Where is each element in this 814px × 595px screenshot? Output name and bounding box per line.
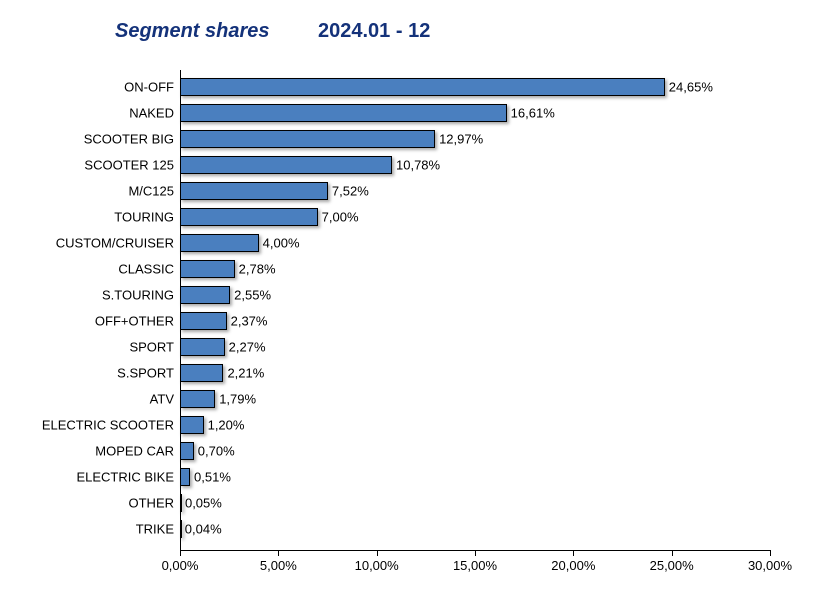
bar (180, 442, 194, 460)
x-tick-label: 10,00% (355, 558, 399, 573)
bar-value-label: 7,52% (328, 184, 369, 199)
x-tick-mark (377, 550, 378, 556)
bar-category-label: TOURING (114, 210, 180, 225)
x-tick-label: 5,00% (260, 558, 297, 573)
bar (180, 104, 507, 122)
x-tick-mark (573, 550, 574, 556)
bar-value-label: 0,05% (181, 496, 222, 511)
bar (180, 468, 190, 486)
bar-category-label: CLASSIC (118, 262, 180, 277)
bar (180, 286, 230, 304)
bar-category-label: SCOOTER BIG (84, 132, 180, 147)
bar-value-label: 2,21% (223, 366, 264, 381)
bar-category-label: OTHER (129, 496, 181, 511)
bar (180, 364, 223, 382)
bar-value-label: 2,78% (235, 262, 276, 277)
chart-title: Segment shares (115, 20, 270, 43)
bar-category-label: ELECTRIC SCOOTER (42, 418, 180, 433)
bar-value-label: 24,65% (665, 80, 713, 95)
bar-category-label: SPORT (129, 340, 180, 355)
bar-category-label: SCOOTER 125 (84, 158, 180, 173)
bar-value-label: 4,00% (259, 236, 300, 251)
x-tick-label: 0,00% (162, 558, 199, 573)
bar-value-label: 2,55% (230, 288, 271, 303)
bar-value-label: 0,51% (190, 470, 231, 485)
bar-category-label: NAKED (129, 106, 180, 121)
x-tick-mark (672, 550, 673, 556)
bar (180, 182, 328, 200)
x-tick-mark (278, 550, 279, 556)
bar-category-label: S.SPORT (117, 366, 180, 381)
bar (180, 234, 259, 252)
bar-value-label: 0,04% (181, 522, 222, 537)
bar-category-label: OFF+OTHER (95, 314, 180, 329)
bar-category-label: CUSTOM/CRUISER (56, 236, 180, 251)
bar-value-label: 12,97% (435, 132, 483, 147)
bar (180, 156, 392, 174)
bar (180, 78, 665, 96)
bar-category-label: ATV (150, 392, 180, 407)
x-tick-mark (180, 550, 181, 556)
bar-value-label: 16,61% (507, 106, 555, 121)
x-tick-mark (475, 550, 476, 556)
bar-value-label: 7,00% (318, 210, 359, 225)
bar (180, 208, 318, 226)
bar-value-label: 2,37% (227, 314, 268, 329)
bar-category-label: ON-OFF (124, 80, 180, 95)
bar (180, 390, 215, 408)
segment-shares-chart: ON-OFF24,65%NAKED16,61%SCOOTER BIG12,97%… (180, 70, 770, 540)
x-tick-label: 15,00% (453, 558, 497, 573)
bar-category-label: S.TOURING (102, 288, 180, 303)
bar-value-label: 0,70% (194, 444, 235, 459)
bar (180, 260, 235, 278)
bar-category-label: ELECTRIC BIKE (76, 470, 180, 485)
bar-category-label: TRIKE (136, 522, 180, 537)
bar-value-label: 1,79% (215, 392, 256, 407)
bar (180, 338, 225, 356)
bar (180, 130, 435, 148)
bar-category-label: MOPED CAR (95, 444, 180, 459)
bar-category-label: M/C125 (128, 184, 180, 199)
y-axis (180, 70, 181, 550)
bar-value-label: 10,78% (392, 158, 440, 173)
x-tick-label: 25,00% (650, 558, 694, 573)
bar-value-label: 2,27% (225, 340, 266, 355)
x-tick-label: 20,00% (551, 558, 595, 573)
x-tick-label: 30,00% (748, 558, 792, 573)
bar (180, 312, 227, 330)
bar-value-label: 1,20% (204, 418, 245, 433)
chart-period: 2024.01 - 12 (318, 20, 430, 43)
x-tick-mark (770, 550, 771, 556)
bar (180, 416, 204, 434)
